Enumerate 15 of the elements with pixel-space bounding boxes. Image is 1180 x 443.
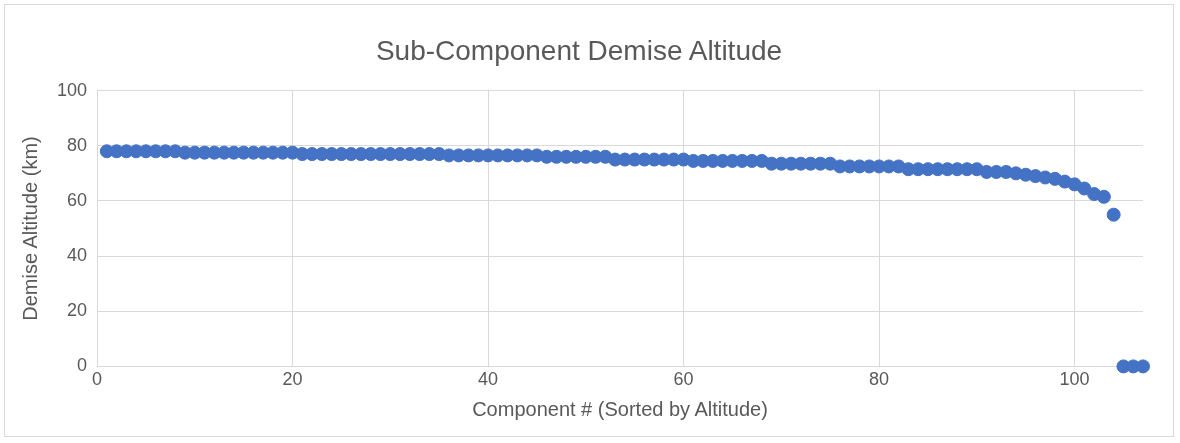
chart-title: Sub-Component Demise Altitude (375, 34, 783, 66)
y-tick-label: 100 (56, 79, 88, 100)
x-tick-label: 40 (478, 369, 499, 390)
x-axis-title: Component # (Sorted by Altitude) (472, 397, 768, 420)
x-tick-label: 60 (673, 369, 694, 390)
y-tick-label: 0 (77, 355, 88, 376)
x-tick-label: 80 (869, 369, 890, 390)
y-tick-label: 40 (67, 245, 88, 266)
x-tick-label: 100 (1059, 369, 1090, 390)
y-axis-title: Demise Altitude (km) (18, 136, 41, 321)
x-tick-label: 0 (92, 369, 103, 390)
x-tick-label: 20 (282, 369, 303, 390)
y-tick-label: 20 (67, 300, 88, 321)
y-tick-label: 80 (67, 134, 88, 155)
y-tick-label: 60 (67, 189, 88, 210)
